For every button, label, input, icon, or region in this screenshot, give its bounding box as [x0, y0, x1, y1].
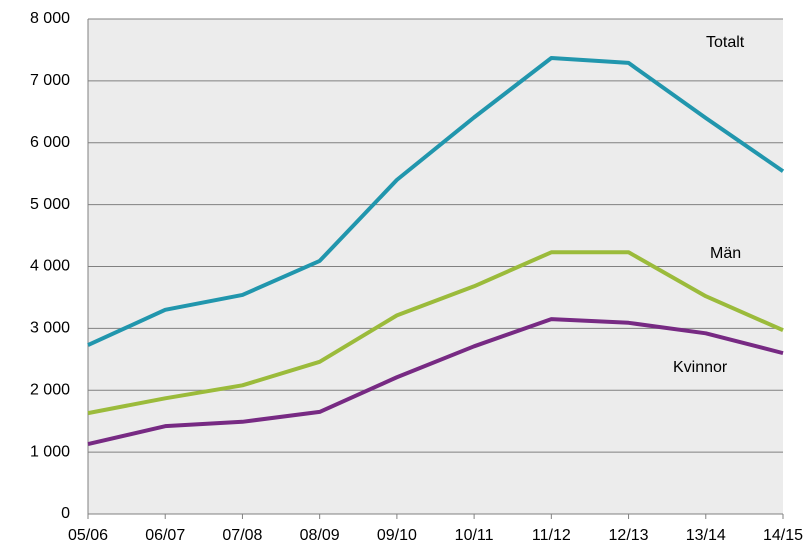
x-tick-label: 08/09: [300, 527, 340, 544]
y-tick-label: 1 000: [30, 443, 70, 460]
x-tick-label: 07/08: [222, 527, 262, 544]
y-tick-label: 5 000: [30, 196, 70, 213]
y-tick-label: 3 000: [30, 320, 70, 337]
x-tick-label: 05/06: [68, 527, 108, 544]
x-tick-label: 12/13: [609, 527, 649, 544]
x-tick-label: 11/12: [532, 527, 571, 544]
x-tick-label: 09/10: [377, 527, 417, 544]
x-tick-label: 10/11: [455, 527, 494, 544]
series-line: [87, 317, 784, 447]
y-tick-label: 6 000: [30, 134, 70, 151]
series-line: [87, 250, 784, 416]
series-label: Kvinnor: [673, 359, 728, 376]
x-tick-label: 13/14: [686, 527, 726, 544]
y-tick-label: 7 000: [30, 72, 70, 89]
x-tick-label: 14/15: [763, 527, 803, 544]
y-tick-label: 2 000: [30, 381, 70, 398]
y-tick-label: 8 000: [30, 10, 70, 27]
series-line: [87, 55, 785, 347]
x-tick-label: 06/07: [145, 527, 185, 544]
y-tick-label: 0: [61, 505, 70, 522]
series-label: Totalt: [706, 34, 745, 51]
series-label: Män: [710, 245, 741, 262]
y-tick-label: 4 000: [30, 258, 70, 275]
